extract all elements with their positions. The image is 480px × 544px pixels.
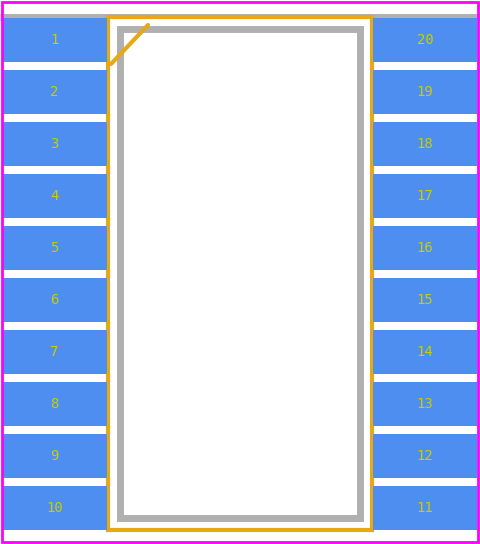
Text: 3: 3 (50, 137, 59, 151)
Text: 12: 12 (417, 448, 433, 462)
Bar (2, 174, 107, 218)
Text: 7: 7 (50, 344, 59, 358)
Bar (373, 17, 477, 61)
Bar (2, 330, 107, 374)
Text: 20: 20 (417, 33, 433, 46)
Text: 17: 17 (417, 189, 433, 202)
Text: 9: 9 (50, 448, 59, 462)
Bar (2, 226, 107, 269)
Text: 18: 18 (417, 137, 433, 151)
Text: 13: 13 (417, 397, 433, 411)
Bar (2, 485, 107, 529)
Text: 6: 6 (50, 293, 59, 306)
Text: 5: 5 (50, 240, 59, 255)
Text: 11: 11 (417, 500, 433, 515)
Bar (373, 70, 477, 114)
Text: 14: 14 (417, 344, 433, 358)
Bar (373, 434, 477, 478)
Bar (2, 434, 107, 478)
Bar (108, 17, 372, 530)
Bar (2, 277, 107, 322)
Text: 1: 1 (50, 33, 59, 46)
Bar (373, 485, 477, 529)
Text: 16: 16 (417, 240, 433, 255)
Text: 2: 2 (50, 84, 59, 98)
Text: 10: 10 (46, 500, 63, 515)
Bar (373, 330, 477, 374)
Text: 19: 19 (417, 84, 433, 98)
Text: 15: 15 (417, 293, 433, 306)
Bar (120, 29, 360, 518)
Text: 4: 4 (50, 189, 59, 202)
Bar (2, 381, 107, 425)
Bar (2, 70, 107, 114)
Text: 8: 8 (50, 397, 59, 411)
Bar (373, 174, 477, 218)
Bar (2, 17, 107, 61)
Bar (2, 121, 107, 165)
Bar (373, 121, 477, 165)
Bar (373, 226, 477, 269)
Bar (373, 381, 477, 425)
Bar (373, 277, 477, 322)
